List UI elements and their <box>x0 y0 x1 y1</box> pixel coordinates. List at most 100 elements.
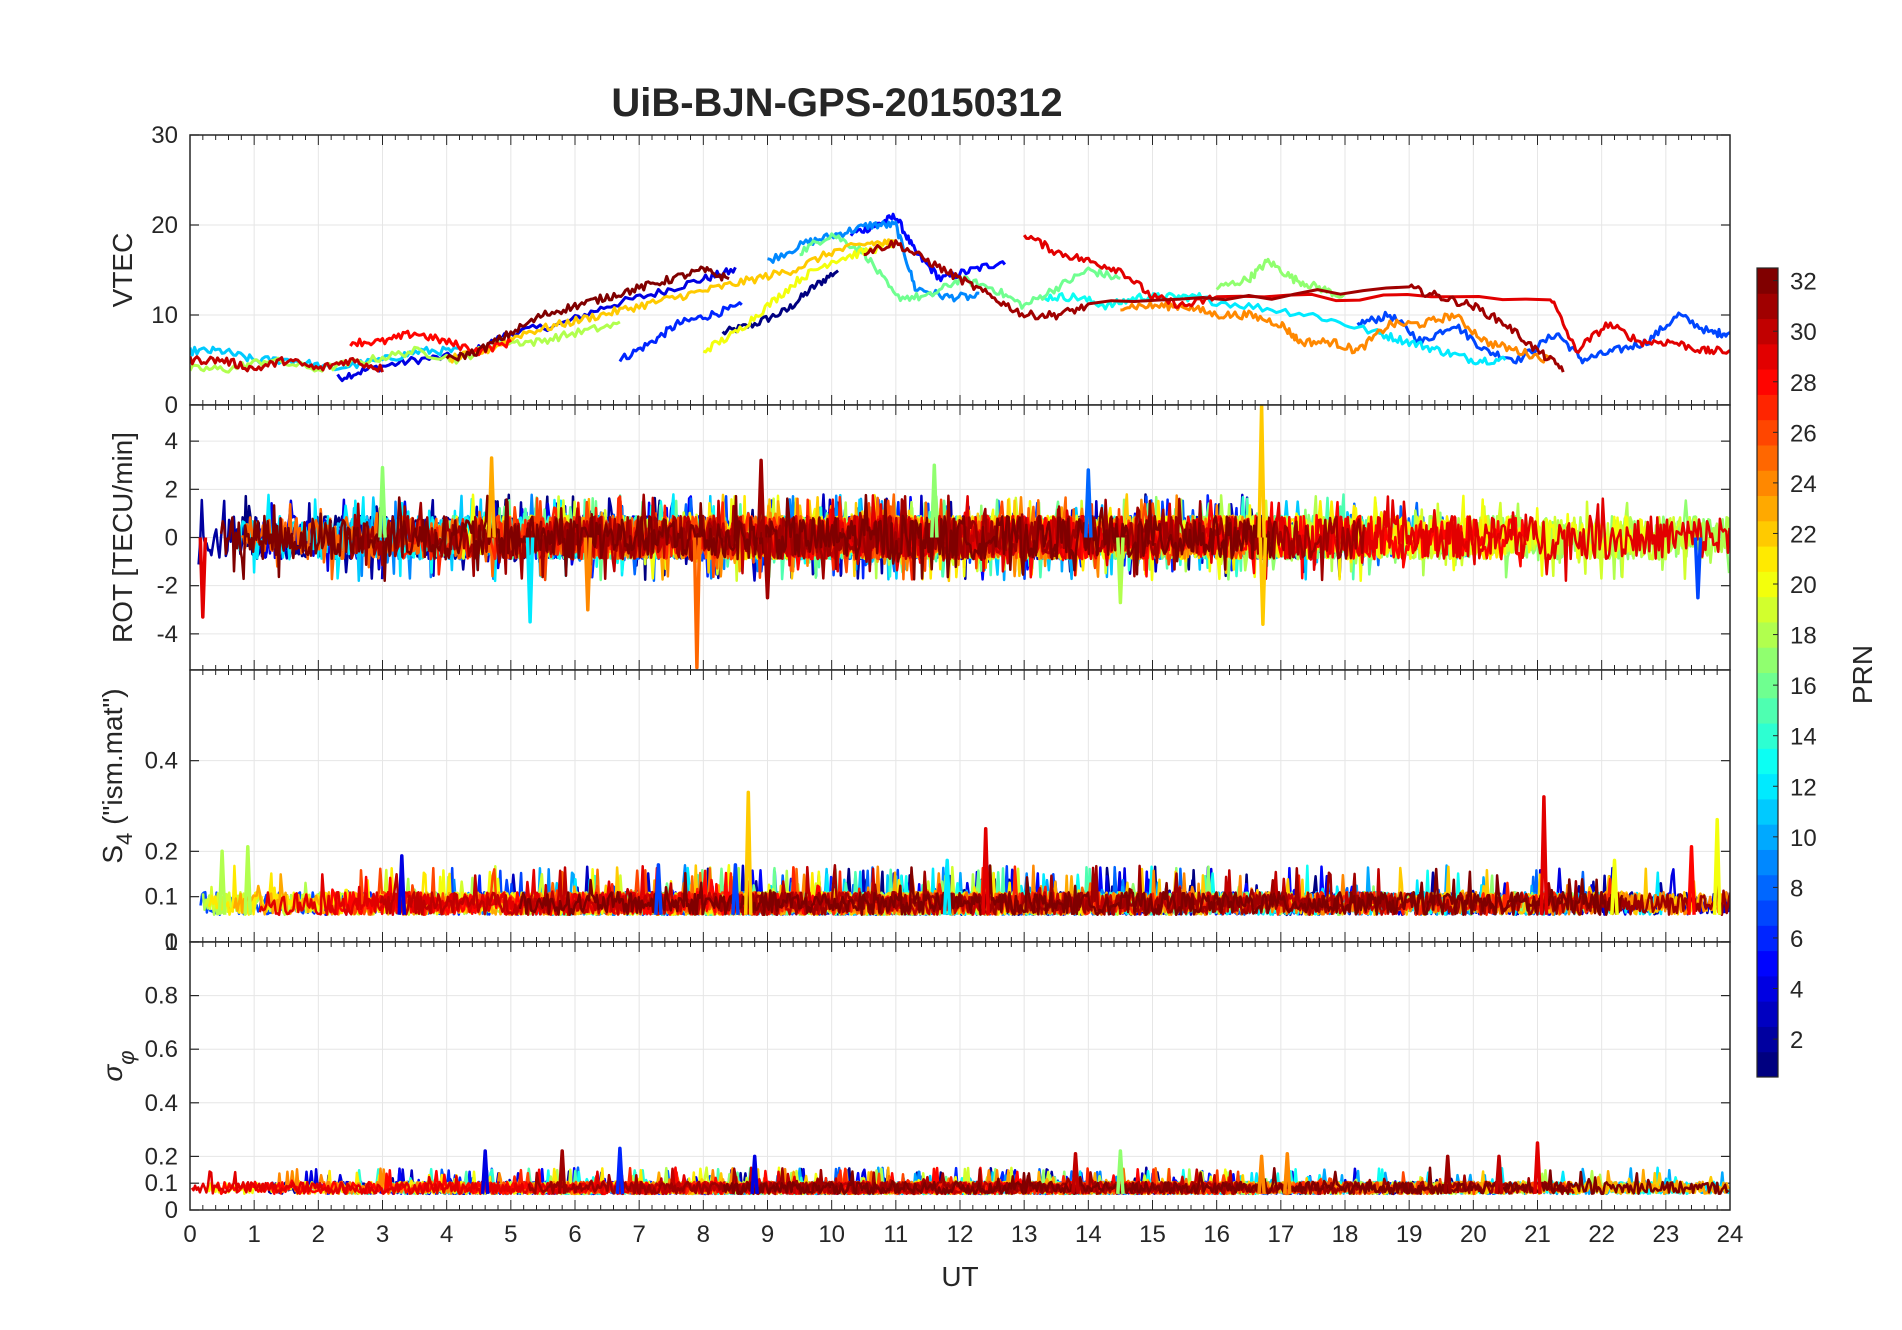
x-tick-label: 19 <box>1396 1221 1423 1248</box>
y-tick-label: 0 <box>165 1197 178 1224</box>
colorbar-tick-label: 2 <box>1790 1027 1803 1054</box>
vtec-series-prn-17 <box>1215 257 1347 299</box>
y-tick-label: -4 <box>157 621 178 648</box>
x-tick-label: 16 <box>1203 1221 1230 1248</box>
peak-sigma-phi-1 <box>480 1149 490 1195</box>
vtec-series-prn-6 <box>618 301 743 363</box>
colorbar-bin <box>1757 1051 1778 1078</box>
panel-s4: 0 0.1 0.2 0.4 S4 ("ism.mat") <box>97 669 1731 956</box>
peak-sigma-phi-0 <box>615 1146 625 1194</box>
y-tick-label: 20 <box>151 212 178 239</box>
colorbar-bin <box>1757 546 1778 572</box>
peak-s4-0 <box>743 790 753 915</box>
trace-prn-31 <box>527 1167 1575 1196</box>
series-group <box>197 405 1730 670</box>
x-tick-label: 12 <box>947 1221 974 1248</box>
vtec-series-prn-22 <box>446 238 898 364</box>
x-tick-label: 8 <box>697 1221 710 1248</box>
colorbar-box <box>1756 267 1779 1078</box>
peak-sigma-phi-6 <box>1257 1154 1266 1195</box>
peak-s4-1 <box>981 826 990 915</box>
x-tick-label: 7 <box>632 1221 645 1248</box>
peak-rot-0 <box>1257 405 1266 538</box>
vtec-series-prn-31 <box>863 239 1565 373</box>
x-tick-label: 18 <box>1332 1221 1359 1248</box>
y-tick-label: 30 <box>151 122 178 149</box>
colorbar-tick-label: 4 <box>1790 977 1803 1004</box>
series-group <box>199 790 1730 917</box>
y-tick-label: 0.4 <box>145 748 178 775</box>
colorbar-bin <box>1757 849 1778 876</box>
vtec-series-prn-32 <box>445 265 730 362</box>
y-tick-label: 10 <box>151 302 178 329</box>
peak-s4-7 <box>397 854 407 915</box>
y-tick-label: 1 <box>165 929 178 956</box>
colorbar-bin <box>1757 975 1778 1002</box>
x-tick-label: 3 <box>376 1221 389 1248</box>
x-tick-label: 14 <box>1075 1221 1102 1248</box>
y-tick-label: 0 <box>165 392 178 419</box>
colorbar-bin <box>1757 621 1778 648</box>
x-tick-label: 2 <box>312 1221 325 1248</box>
peak-rot-8 <box>487 456 496 538</box>
panel-vtec: 0 10 20 30 VTEC <box>107 122 1731 419</box>
x-tick-label: 17 <box>1267 1221 1294 1248</box>
colorbar-bin <box>1757 369 1778 395</box>
x-tick-label: 6 <box>568 1221 581 1248</box>
x-tick-label: 4 <box>440 1221 453 1248</box>
x-tick-label: 0 <box>183 1221 196 1248</box>
colorbar-bin <box>1757 647 1778 673</box>
peak-sigma-phi-5 <box>1116 1149 1125 1195</box>
trace-prn-32 <box>219 493 1277 583</box>
y-tick-label: 4 <box>165 428 178 455</box>
x-axis: 0 1 2 3 4 5 6 7 8 9 10 11 12 13 14 15 16 17 18 19 20 21 22 23 24… <box>183 1221 1743 1292</box>
colorbar-tick-label: 18 <box>1790 623 1817 650</box>
x-tick-label: 24 <box>1717 1221 1744 1248</box>
y-tick-label: 2 <box>165 476 178 503</box>
colorbar-tick-label: 6 <box>1790 926 1803 953</box>
peak-rot-4 <box>763 537 772 600</box>
x-tick-label: 23 <box>1652 1221 1679 1248</box>
peak-s4-5 <box>217 849 227 915</box>
colorbar-tick-label: 24 <box>1790 471 1817 498</box>
colorbar-bin <box>1757 773 1778 800</box>
peak-s4-3 <box>1687 845 1696 915</box>
colorbar-tick-label: 12 <box>1790 774 1817 801</box>
colorbar-bin <box>1757 268 1778 294</box>
y-tick-label: 0.4 <box>145 1090 178 1117</box>
y-axis-label: S4 ("ism.mat") <box>97 688 137 863</box>
colorbar-bin <box>1757 495 1778 522</box>
peak-rot-1 <box>1258 537 1268 626</box>
colorbar-tick-label: 16 <box>1790 673 1817 700</box>
colorbar-bin <box>1757 723 1778 749</box>
peak-s4-8 <box>942 858 952 915</box>
peak-sigma-phi-10 <box>750 1154 759 1195</box>
peak-sigma-phi-4 <box>1071 1151 1080 1195</box>
peak-rot-11 <box>1084 468 1093 538</box>
colorbar-bin <box>1757 394 1778 421</box>
colorbar-bin <box>1757 571 1778 598</box>
x-tick-label: 22 <box>1588 1221 1615 1248</box>
peak-sigma-phi-9 <box>1494 1154 1504 1195</box>
colorbar-label: PRN <box>1847 645 1878 704</box>
vtec-series-prn-24 <box>1120 300 1552 364</box>
y-tick-label: 0 <box>165 929 178 956</box>
peak-sigma-phi-8 <box>1443 1154 1452 1195</box>
colorbar-bin <box>1757 900 1778 926</box>
colorbar-bin <box>1757 596 1778 623</box>
colorbar-bin <box>1757 343 1778 370</box>
vtec-series-prn-12 <box>1183 293 1507 366</box>
y-tick-label: 0.8 <box>145 983 178 1010</box>
colorbar-bin <box>1757 925 1778 952</box>
y-tick-label: 0.2 <box>145 838 178 865</box>
series-group <box>190 212 1730 383</box>
x-tick-label: 20 <box>1460 1221 1487 1248</box>
colorbar-bin <box>1757 950 1778 977</box>
peak-rot-12 <box>1693 537 1703 600</box>
x-tick-label: 21 <box>1524 1221 1551 1248</box>
y-tick-label: 0.1 <box>145 1170 178 1197</box>
y-axis-label: ROT [TECU/min] <box>107 432 138 643</box>
colorbar-tick-label: 10 <box>1790 825 1817 852</box>
